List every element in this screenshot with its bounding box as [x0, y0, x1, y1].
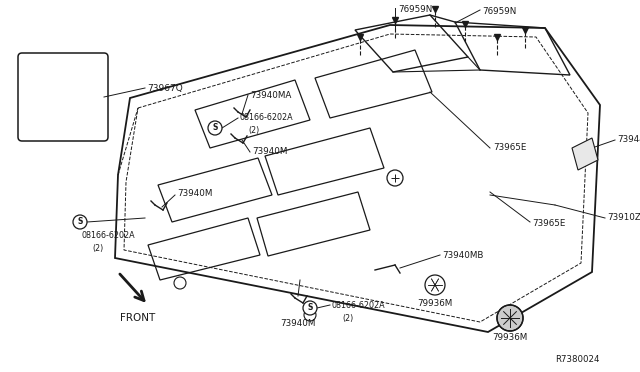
Text: 76959N: 76959N — [482, 7, 516, 16]
Text: 79936M: 79936M — [417, 298, 452, 308]
Circle shape — [497, 305, 523, 331]
Text: R7380024: R7380024 — [556, 356, 600, 365]
Circle shape — [208, 121, 222, 135]
Circle shape — [303, 301, 317, 315]
Text: 73967Q: 73967Q — [147, 83, 183, 93]
Text: 79936M: 79936M — [492, 334, 527, 343]
Text: 73940M: 73940M — [252, 148, 287, 157]
Text: S: S — [212, 124, 218, 132]
Circle shape — [73, 215, 87, 229]
Text: 73940MA: 73940MA — [250, 90, 291, 99]
Text: 08166-6202A: 08166-6202A — [332, 301, 386, 310]
Text: (2): (2) — [342, 314, 353, 323]
Text: (2): (2) — [248, 125, 259, 135]
Text: 73910Z: 73910Z — [607, 214, 640, 222]
Text: 73944M: 73944M — [617, 135, 640, 144]
Circle shape — [304, 309, 316, 321]
Text: 73940MB: 73940MB — [442, 250, 483, 260]
Text: FRONT: FRONT — [120, 313, 156, 323]
Text: 76959N: 76959N — [398, 6, 432, 15]
Circle shape — [425, 275, 445, 295]
Text: 73940M: 73940M — [280, 318, 316, 327]
Circle shape — [174, 277, 186, 289]
Text: S: S — [77, 218, 83, 227]
Text: S: S — [307, 304, 313, 312]
Text: 73965E: 73965E — [493, 144, 526, 153]
Circle shape — [387, 170, 403, 186]
Text: 08166-6202A: 08166-6202A — [240, 113, 294, 122]
Text: 73965E: 73965E — [532, 219, 565, 228]
Polygon shape — [572, 138, 598, 170]
Text: 73940M: 73940M — [177, 189, 212, 198]
Text: 08166-6202A: 08166-6202A — [82, 231, 136, 240]
Text: (2): (2) — [92, 244, 103, 253]
